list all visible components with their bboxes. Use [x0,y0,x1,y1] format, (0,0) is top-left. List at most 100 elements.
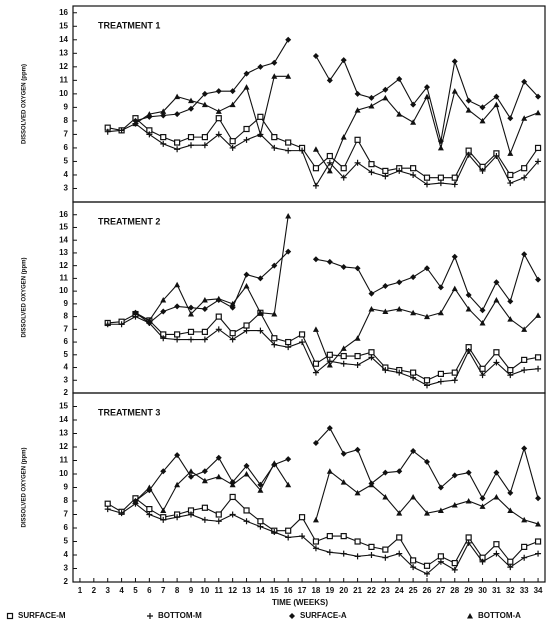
plus-marker [229,144,236,151]
plus-marker [285,534,292,541]
diamond-marker [312,439,319,446]
plus-marker [396,167,403,174]
square-marker [340,532,347,540]
legend-label: BOTTOM-A [478,611,521,620]
plus-marker [437,180,444,187]
square-marker [410,165,417,172]
square-marker [312,360,320,367]
plus-marker [118,127,125,134]
diamond-marker [479,495,486,502]
triangle-marker [521,115,528,121]
triangle-marker [132,498,139,504]
triangle-marker [424,510,430,516]
plus-marker [285,344,292,351]
y-tick-label: 10 [59,469,68,478]
x-tick-label: 13 [242,586,251,595]
diamond-marker [424,265,430,272]
plus-marker [493,359,500,366]
square-marker [534,538,542,545]
panel-frame [72,5,546,203]
triangle-marker [271,73,278,79]
y-tick-label: 11 [60,274,69,283]
square-marker [382,546,389,553]
y-axis-label: DISSOLVED OXYGEN (ppm) [22,64,28,144]
x-tick-label: 27 [436,586,445,595]
diamond-marker [410,274,417,281]
triangle-marker [451,88,458,94]
x-tick-label: 19 [325,586,334,595]
plus-marker [104,321,111,328]
triangle-marker [201,101,208,108]
plus-marker [243,518,250,525]
square-marker [229,138,236,145]
triangle-marker [285,213,292,219]
diamond-marker [437,484,444,491]
triangle-marker [132,309,139,316]
square-marker [201,504,208,511]
plus-marker [243,327,250,334]
diamond-marker [271,262,278,269]
series-line [135,215,539,367]
square-marker [396,534,403,541]
diamond-marker [215,88,222,95]
y-tick-label: 3 [64,564,69,573]
x-tick-label: 33 [520,586,529,595]
triangle-marker [493,493,500,500]
square-marker [326,532,333,540]
triangle-marker [493,297,500,303]
y-tick-label: 5 [64,350,69,359]
legend-label: SURFACE-M [18,611,66,620]
y-tick-label: 4 [64,363,69,372]
diamond-marker [424,458,430,465]
plus-marker [521,174,528,181]
x-tick-label: 10 [200,586,209,595]
diamond-marker [312,256,319,263]
square-marker [382,167,389,175]
square-marker [326,351,333,358]
square-marker [340,165,347,172]
plus-marker [160,335,167,342]
diamond-marker [493,469,500,476]
square-marker [215,511,222,518]
square-marker [285,527,292,534]
diamond-marker [289,613,295,619]
diamond-marker [507,298,514,305]
square-marker [437,553,444,560]
plus-marker [396,369,403,376]
diamond-marker [312,53,319,60]
triangle-marker [424,93,430,100]
diamond-marker [326,258,333,265]
plus-marker [312,182,319,189]
x-tick-label: 7 [161,586,166,595]
triangle-marker [257,131,264,137]
triangle-marker [312,516,319,523]
y-tick-label: 9 [64,483,69,492]
diamond-marker [521,78,528,85]
diamond-marker [451,58,458,65]
x-tick-label: 25 [409,586,418,595]
triangle-marker [312,326,319,332]
y-axis-label: DISSOLVED OXYGEN (ppm) [22,448,28,528]
plus-marker [160,516,167,523]
plus-marker [174,146,181,153]
triangle-marker [257,309,264,316]
square-marker [493,349,500,356]
triangle-marker [507,507,514,513]
triangle-marker [257,487,264,493]
diamond-marker [535,276,542,283]
triangle-marker [243,471,250,477]
triangle-marker [467,613,473,619]
triangle-marker [479,117,486,124]
y-tick-label: 13 [59,48,68,57]
square-marker [521,356,528,363]
triangle-marker [354,489,361,496]
series-line [135,251,539,324]
plus-marker [535,158,542,165]
y-tick-label: 12 [59,442,68,451]
square-marker [410,557,417,564]
plus-marker [326,159,333,166]
triangle-marker [285,481,292,488]
square-marker [368,349,375,356]
triangle-marker [451,502,458,508]
diamond-marker [507,115,514,122]
